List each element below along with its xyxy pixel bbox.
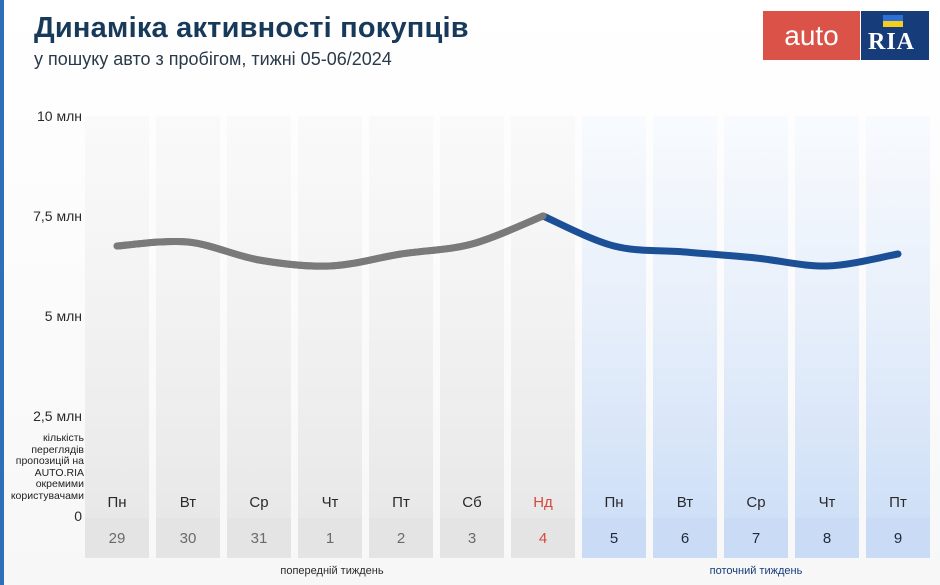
weekday-label: Ср — [746, 494, 765, 511]
date-label: 2 — [397, 530, 405, 547]
logo-ria-part: RIA — [861, 11, 929, 60]
weekday-label: Сб — [462, 494, 481, 511]
date-label: 8 — [823, 530, 831, 547]
day-column — [440, 116, 504, 557]
logo-auto-part: auto — [763, 11, 860, 60]
day-columns — [85, 116, 930, 558]
date-label: 29 — [109, 530, 126, 547]
day-column — [511, 116, 575, 557]
y-axis: 0 2,5 млн 5 млн 7,5 млн 10 млн — [33, 108, 82, 524]
previous-week-label: попередній тиждень — [280, 565, 383, 577]
weekday-label: Пт — [392, 494, 410, 511]
day-column — [866, 116, 930, 557]
date-box — [369, 518, 433, 558]
day-column — [653, 116, 717, 557]
date-label: 4 — [539, 530, 547, 547]
y-tick-label: 10 млн — [37, 108, 82, 124]
y-tick-label: 2,5 млн — [33, 408, 82, 424]
date-box — [582, 518, 646, 558]
chart-subtitle: у пошуку авто з пробігом, тижні 05-06/20… — [34, 49, 392, 69]
y-tick-label: 5 млн — [45, 308, 82, 324]
auto-ria-logo[interactable]: auto RIA — [763, 11, 929, 60]
left-accent-stripe — [0, 0, 4, 585]
y-tick-label: 0 — [74, 508, 82, 524]
date-label: 5 — [610, 530, 618, 547]
day-column — [227, 116, 291, 557]
day-column — [724, 116, 788, 557]
weekday-label: Чт — [819, 494, 836, 511]
date-label: 6 — [681, 530, 689, 547]
date-box — [440, 518, 504, 558]
day-column — [582, 116, 646, 557]
chart-title: Динаміка активності покупців — [34, 12, 469, 44]
date-box — [795, 518, 859, 558]
day-column — [298, 116, 362, 557]
day-column — [85, 116, 149, 557]
current-week-label: поточний тиждень — [710, 565, 803, 577]
weekday-label: Нд — [533, 494, 553, 511]
previous-week-line-cap — [113, 212, 547, 270]
date-label: 31 — [251, 530, 268, 547]
logo-ria-text: RIA — [868, 29, 916, 55]
y-tick-label: 7,5 млн — [33, 208, 82, 224]
date-box — [511, 518, 575, 558]
weekday-label: Ср — [249, 494, 268, 511]
activity-series — [113, 212, 902, 270]
date-box — [85, 518, 149, 558]
date-label: 30 — [180, 530, 197, 547]
y-axis-note: кількість переглядів пропозицій на AUTO.… — [10, 432, 84, 502]
weekday-label: Пт — [889, 494, 907, 511]
weekday-label: Вт — [677, 494, 694, 511]
date-label: 7 — [752, 530, 760, 547]
date-label: 1 — [326, 530, 334, 547]
date-box — [156, 518, 220, 558]
weekday-label: Вт — [180, 494, 197, 511]
date-box — [653, 518, 717, 558]
date-box — [724, 518, 788, 558]
day-column — [369, 116, 433, 557]
weekday-label: Пн — [604, 494, 623, 511]
weekday-label: Чт — [322, 494, 339, 511]
date-box — [227, 518, 291, 558]
date-label: 3 — [468, 530, 476, 547]
week-labels: попередній тиждень поточний тиждень — [280, 565, 802, 577]
date-label: 9 — [894, 530, 902, 547]
date-box — [866, 518, 930, 558]
weekday-label: Пн — [107, 494, 126, 511]
day-column — [795, 116, 859, 557]
day-column — [156, 116, 220, 557]
ukraine-flag-icon — [883, 15, 903, 27]
date-box — [298, 518, 362, 558]
x-axis: Пн 29 Вт 30 Ср 31 Чт 1 Пт 2 Сб 3 Нд 4 Пн 5 Вт 6 Ср 7 Чт 8 Пт 9 — [107, 494, 906, 547]
current-week-line — [539, 212, 902, 270]
